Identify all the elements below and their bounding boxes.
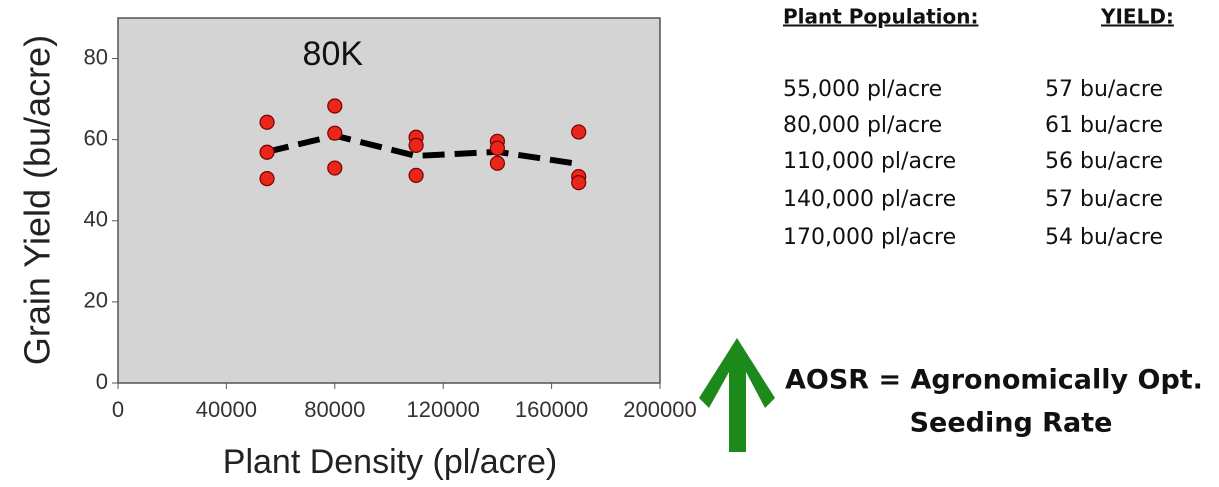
data-point (259, 144, 275, 160)
table-header: YIELD: (1100, 5, 1174, 29)
table-cell: 80,000 pl/acre (783, 113, 942, 138)
plot-area (117, 17, 661, 384)
table-cell: 140,000 pl/acre (783, 187, 956, 212)
y-tick-label: 20 (84, 288, 108, 313)
y-tick-label: 80 (84, 44, 108, 69)
x-tick-label: 0 (112, 397, 124, 422)
table-cell: 170,000 pl/acre (783, 225, 956, 250)
annotation: 80K (303, 35, 364, 73)
data-point (327, 98, 343, 114)
y-axis-label: Grain Yield (bu/acre) (17, 35, 58, 365)
table-cell: 56 bu/acre (1045, 149, 1163, 174)
data-point (259, 171, 275, 187)
table-cell: 57 bu/acre (1045, 77, 1163, 102)
data-point (489, 155, 505, 171)
x-tick-label: 80000 (304, 397, 365, 422)
x-tick-label: 120000 (406, 397, 479, 422)
x-tick-label: 40000 (196, 397, 257, 422)
table-cell: 110,000 pl/acre (783, 149, 956, 174)
table-cell: 54 bu/acre (1045, 225, 1163, 250)
arrow (699, 338, 775, 452)
table-cell: 57 bu/acre (1045, 187, 1163, 212)
note-line: Seeding Rate (910, 408, 1113, 439)
table-cell: 55,000 pl/acre (783, 77, 942, 102)
data-point (571, 124, 587, 140)
data-point (259, 114, 275, 130)
y-tick-label: 0 (96, 369, 108, 394)
x-axis-label: Plant Density (pl/acre) (223, 443, 557, 481)
note-line: AOSR = Agronomically Opt. (785, 365, 1203, 396)
data-point (408, 167, 424, 183)
table-header: Plant Population: (783, 5, 978, 29)
x-tick-label: 160000 (515, 397, 588, 422)
data-point (489, 140, 505, 156)
data-point (571, 175, 587, 191)
data-point (327, 125, 343, 141)
table-cell: 61 bu/acre (1045, 113, 1163, 138)
y-tick-label: 60 (84, 125, 108, 150)
x-tick-label: 200000 (623, 397, 696, 422)
data-point (327, 160, 343, 176)
y-tick-label: 40 (84, 207, 108, 232)
data-point (408, 137, 424, 153)
trend-line (266, 132, 580, 167)
